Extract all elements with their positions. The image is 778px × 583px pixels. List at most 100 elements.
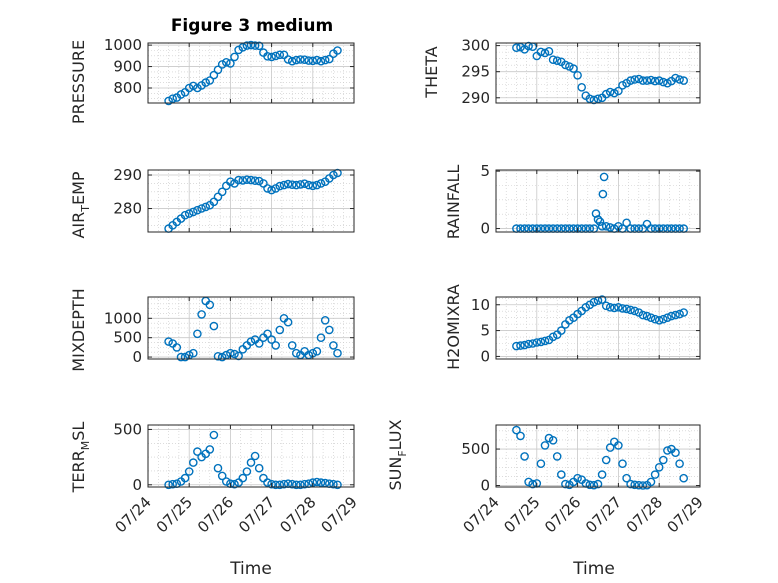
data-point [516, 341, 525, 350]
data-point [622, 473, 631, 483]
x-tick-label: 07/29 [664, 493, 707, 536]
data-point [238, 43, 248, 52]
data-point [300, 179, 309, 188]
data-point [597, 470, 607, 479]
data-point [532, 338, 542, 347]
data-point [296, 480, 305, 490]
data-point [242, 41, 252, 50]
data-point [304, 180, 314, 190]
data-point [548, 332, 558, 342]
data-point [552, 56, 562, 66]
data-point [283, 317, 293, 327]
axes-box [495, 169, 701, 233]
data-point [605, 443, 615, 452]
data-point [263, 478, 272, 487]
data-point [679, 308, 689, 317]
data-point [168, 479, 177, 489]
data-point [267, 52, 276, 62]
ylabel-terr-msl: TERRMSL [69, 422, 92, 494]
data-point [308, 56, 318, 66]
data-point [250, 41, 260, 50]
data-point [180, 473, 190, 483]
data-point [565, 62, 574, 71]
data-point [540, 48, 550, 58]
y-tick-label: 1000 [104, 36, 142, 54]
data-point [209, 197, 219, 207]
data-point [544, 433, 554, 443]
data-point [217, 471, 227, 481]
y-tick-label: 295 [461, 63, 490, 81]
y-tick-label: 280 [113, 200, 142, 218]
data-point [516, 431, 525, 441]
data-point [589, 480, 599, 490]
data-point [197, 310, 206, 319]
panel-air-temp: 280 290 [113, 166, 355, 233]
data-point [193, 329, 202, 339]
data-point [544, 47, 554, 56]
y-tick-label: 500 [113, 329, 142, 347]
data-point [630, 75, 640, 84]
data-point [646, 313, 656, 323]
data-point [634, 480, 644, 490]
data-point [193, 447, 202, 456]
data-point [573, 473, 582, 483]
y-tick-label: 900 [113, 58, 142, 76]
data-point [279, 479, 289, 489]
data-point [172, 343, 182, 352]
data-point [667, 311, 676, 321]
data-point [610, 88, 619, 98]
data-point [188, 81, 198, 91]
data-point [675, 75, 684, 84]
data-point [209, 321, 219, 331]
data-point [536, 337, 546, 347]
data-point [618, 459, 627, 469]
data-point [650, 76, 660, 86]
data-point [250, 451, 260, 461]
x-tick-label: 07/25 [153, 493, 196, 536]
data-point [263, 52, 272, 61]
data-point [329, 170, 338, 180]
data-point [659, 314, 668, 324]
data-point [646, 75, 656, 85]
data-point [626, 76, 635, 85]
data-point [230, 52, 239, 62]
panel-h2omixra: 0 5 10 [471, 295, 701, 365]
data-point [675, 309, 684, 319]
ylabel-sun-flux: SUNFLUX [386, 419, 409, 490]
data-point [176, 90, 186, 99]
data-point [618, 304, 627, 313]
data-point [164, 337, 173, 346]
axes-box [495, 424, 701, 488]
data-point [275, 181, 285, 191]
data-point [267, 335, 276, 344]
data-point [520, 340, 529, 350]
y-tick-label: 5 [480, 322, 490, 340]
data-point [630, 480, 640, 490]
data-point [254, 176, 264, 186]
data-point [246, 337, 256, 346]
data-point [622, 218, 631, 228]
axes-box [495, 296, 701, 360]
data-point [287, 180, 297, 189]
data-point [614, 302, 623, 312]
data-point [552, 452, 562, 461]
data-point [638, 310, 648, 320]
data-point [626, 479, 635, 489]
data-point [614, 86, 623, 96]
y-tick-label: 0 [132, 476, 142, 494]
data-point [201, 78, 210, 87]
axes-box [147, 296, 355, 360]
data-point [569, 64, 578, 73]
data-point [557, 470, 566, 479]
panel-theta: 290 295 300 [461, 37, 701, 107]
data-point [242, 175, 252, 184]
data-point [591, 209, 601, 218]
data-point [259, 179, 268, 188]
data-point [217, 187, 227, 197]
ylabel-pressure: PRESSURE [69, 40, 88, 124]
data-point [663, 446, 672, 455]
x-tick-label: 07/26 [541, 493, 584, 536]
